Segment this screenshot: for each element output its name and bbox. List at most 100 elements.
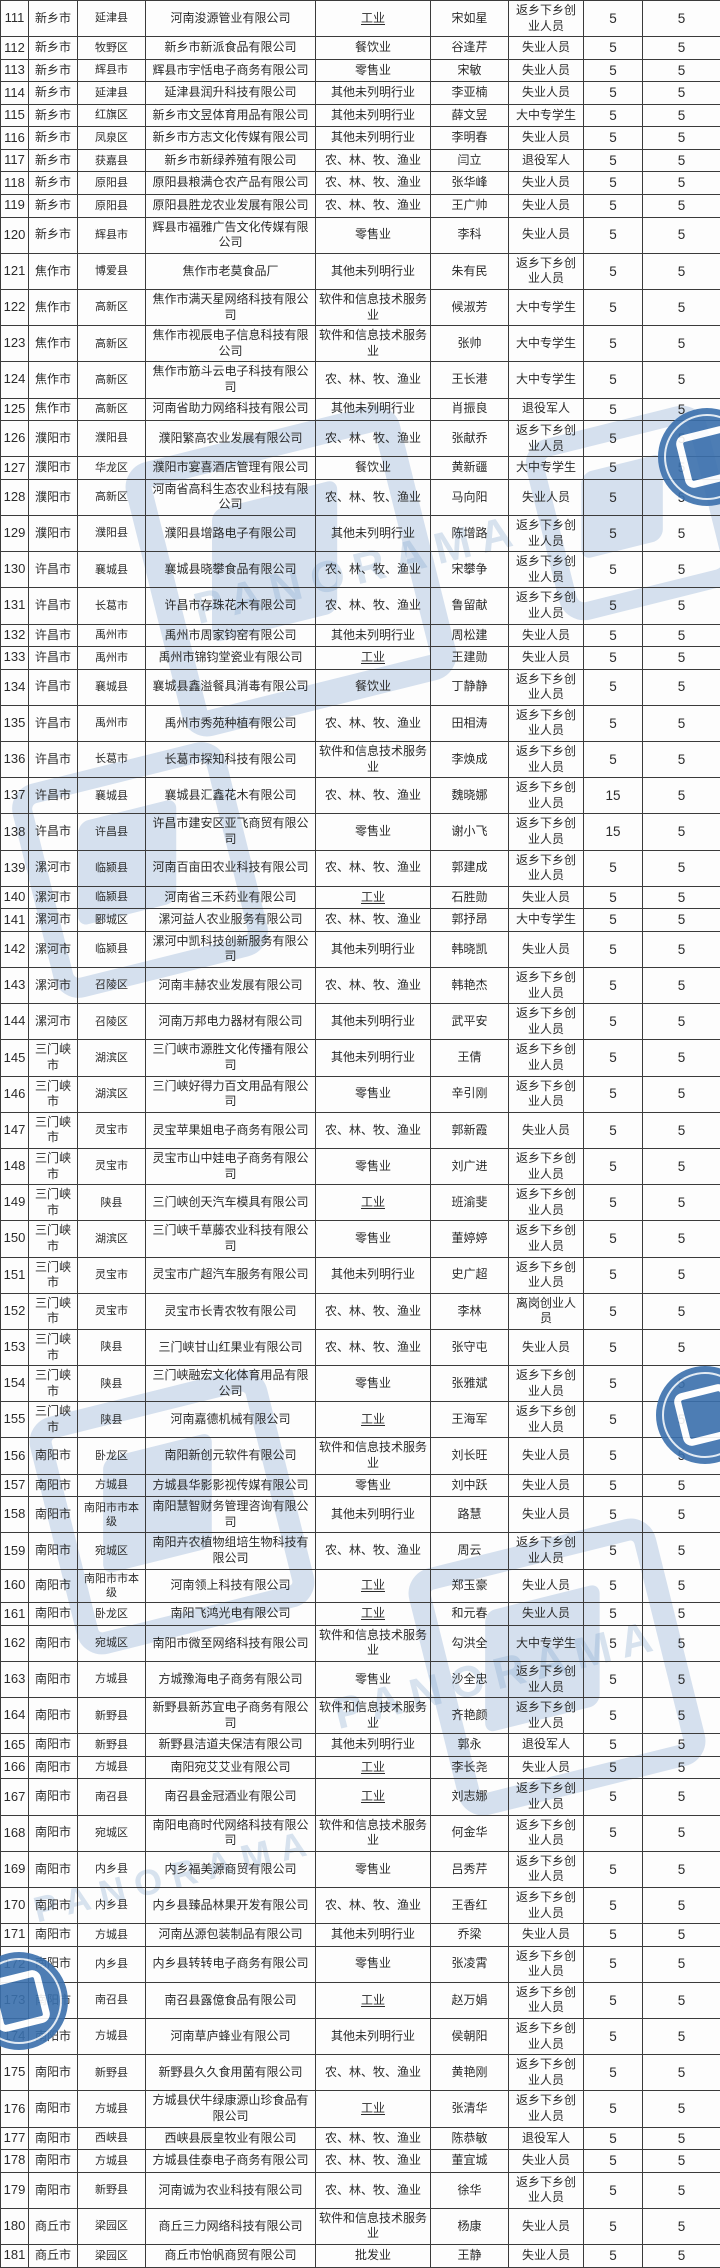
cell-amount-1: 5 — [584, 1946, 643, 1982]
cell-row-number: 121 — [1, 253, 29, 289]
cell-city: 南阳市 — [29, 1734, 78, 1757]
cell-county: 南召县 — [78, 1779, 146, 1815]
cell-city: 三门峡市 — [29, 1366, 78, 1402]
cell-county: 南阳市市本级 — [78, 1497, 146, 1533]
cell-row-number: 126 — [1, 421, 29, 457]
cell-amount-1: 5 — [584, 2127, 643, 2150]
cell-row-number: 149 — [1, 1185, 29, 1221]
cell-person-category: 返乡下乡创业人员 — [509, 1533, 584, 1569]
cell-amount-1: 5 — [584, 515, 643, 551]
cell-county: 辉县市 — [78, 217, 146, 253]
cell-company-name: 新野县新苏宜电子商务有限公司 — [146, 1698, 316, 1734]
table-row: 131 许昌市 长葛市 许昌市存珠花木有限公司 农、林、牧、渔业 鲁留献 返乡下… — [1, 588, 720, 624]
cell-company-name: 焦作市视辰电子信息科技有限公司 — [146, 326, 316, 362]
cell-amount-1: 5 — [584, 2055, 643, 2091]
cell-person-name: 何金华 — [431, 1815, 509, 1851]
cell-row-number: 165 — [1, 1734, 29, 1757]
cell-city: 漯河市 — [29, 886, 78, 909]
cell-amount-1: 5 — [584, 624, 643, 647]
table-row: 149 三门峡市 陕县 三门峡创天汽车模具有限公司 工业 班渝斐 返乡下乡创业人… — [1, 1185, 720, 1221]
table-row: 113 新乡市 辉县市 辉县市宇恬电子商务有限公司 零售业 宋敏 失业人员 5 … — [1, 59, 720, 82]
cell-row-number: 164 — [1, 1698, 29, 1734]
cell-amount-2: 5 — [643, 2091, 720, 2127]
cell-city: 濮阳市 — [29, 421, 78, 457]
cell-county: 华龙区 — [78, 457, 146, 480]
cell-city: 南阳市 — [29, 1924, 78, 1947]
cell-company-name: 内乡福美源商贸有限公司 — [146, 1851, 316, 1887]
cell-person-name: 张华峰 — [431, 172, 509, 195]
cell-city: 南阳市 — [29, 1815, 78, 1851]
cell-industry: 其他未列明行业 — [316, 1497, 431, 1533]
cell-person-name: 陈增路 — [431, 515, 509, 551]
cell-city: 南阳市 — [29, 1603, 78, 1626]
cell-company-name: 灵宝苹果姐电子商务有限公司 — [146, 1112, 316, 1148]
cell-person-name: 朱有民 — [431, 253, 509, 289]
cell-industry: 农、林、牧、渔业 — [316, 968, 431, 1004]
cell-row-number: 158 — [1, 1497, 29, 1533]
cell-city: 南阳市 — [29, 2019, 78, 2055]
cell-city: 许昌市 — [29, 552, 78, 588]
cell-person-category: 返乡下乡创业人员 — [509, 1402, 584, 1438]
cell-amount-1: 5 — [584, 1734, 643, 1757]
cell-city: 许昌市 — [29, 705, 78, 741]
cell-company-name: 河南丛源包装制品有限公司 — [146, 1924, 316, 1947]
cell-person-category: 失业人员 — [509, 479, 584, 515]
cell-person-name: 杨康 — [431, 2208, 509, 2244]
cell-industry: 农、林、牧、渔业 — [316, 2055, 431, 2091]
table-row: 122 焦作市 高新区 焦作市满天星网络科技有限公司 软件和信息技术服务业 候淑… — [1, 289, 720, 325]
cell-city: 焦作市 — [29, 289, 78, 325]
cell-county: 高新区 — [78, 479, 146, 515]
cell-city: 新乡市 — [29, 172, 78, 195]
cell-amount-1: 5 — [584, 1625, 643, 1661]
cell-row-number: 127 — [1, 457, 29, 480]
cell-amount-2: 5 — [643, 479, 720, 515]
cell-person-name: 郭抒昂 — [431, 909, 509, 932]
cell-county: 梁园区 — [78, 2245, 146, 2268]
table-row: 135 许昌市 禹州市 禹州市秀苑种植有限公司 农、林、牧、渔业 田相涛 返乡下… — [1, 705, 720, 741]
cell-row-number: 150 — [1, 1221, 29, 1257]
cell-row-number: 141 — [1, 909, 29, 932]
cell-amount-2: 5 — [643, 814, 720, 850]
cell-person-category: 大中专学生 — [509, 289, 584, 325]
cell-company-name: 灵宝市广超汽车服务有限公司 — [146, 1257, 316, 1293]
cell-city: 许昌市 — [29, 669, 78, 705]
cell-row-number: 134 — [1, 669, 29, 705]
cell-industry: 零售业 — [316, 1148, 431, 1184]
cell-city: 三门峡市 — [29, 1293, 78, 1329]
table-row: 154 三门峡市 陕县 三门峡融宏文化体育用品有限公司 零售业 张雅斌 返乡下乡… — [1, 1366, 720, 1402]
cell-county: 召陵区 — [78, 968, 146, 1004]
cell-company-name: 三门峡甘山红果业有限公司 — [146, 1329, 316, 1365]
cell-row-number: 155 — [1, 1402, 29, 1438]
cell-industry: 农、林、牧、渔业 — [316, 421, 431, 457]
cell-city: 新乡市 — [29, 217, 78, 253]
cell-industry: 农、林、牧、渔业 — [316, 705, 431, 741]
cell-person-name: 郭永 — [431, 1734, 509, 1757]
cell-amount-2: 5 — [643, 1076, 720, 1112]
cell-city: 新乡市 — [29, 37, 78, 60]
cell-industry: 其他未列明行业 — [316, 398, 431, 421]
cell-amount-2: 5 — [643, 886, 720, 909]
cell-person-name: 徐华 — [431, 2172, 509, 2208]
table-row: 127 濮阳市 华龙区 濮阳市宴喜酒店管理有限公司 餐饮业 黄新疆 大中专学生 … — [1, 457, 720, 480]
cell-amount-1: 5 — [584, 909, 643, 932]
cell-company-name: 河南嘉德机械有限公司 — [146, 1402, 316, 1438]
cell-company-name: 焦作市老莫食品厂 — [146, 253, 316, 289]
table-row: 139 漯河市 临颍县 河南百亩田农业科技有限公司 农、林、牧、渔业 郭建成 返… — [1, 850, 720, 886]
cell-amount-2: 5 — [643, 778, 720, 814]
cell-person-name: 李林 — [431, 1293, 509, 1329]
cell-person-name: 辛引刚 — [431, 1076, 509, 1112]
cell-row-number: 162 — [1, 1625, 29, 1661]
cell-county: 原阳县 — [78, 195, 146, 218]
cell-county: 禹州市 — [78, 647, 146, 670]
cell-industry: 零售业 — [316, 1221, 431, 1257]
cell-person-category: 返乡下乡创业人员 — [509, 1076, 584, 1112]
cell-amount-2: 5 — [643, 909, 720, 932]
cell-person-category: 返乡下乡创业人员 — [509, 421, 584, 457]
cell-city: 南阳市 — [29, 1569, 78, 1603]
table-row: 171 南阳市 方城县 河南丛源包装制品有限公司 其他未列明行业 乔梁 失业人员… — [1, 1924, 720, 1947]
cell-person-name: 沙全忠 — [431, 1661, 509, 1697]
cell-person-category: 失业人员 — [509, 1569, 584, 1603]
cell-industry: 农、林、牧、渔业 — [316, 2172, 431, 2208]
cell-industry: 农、林、牧、渔业 — [316, 850, 431, 886]
